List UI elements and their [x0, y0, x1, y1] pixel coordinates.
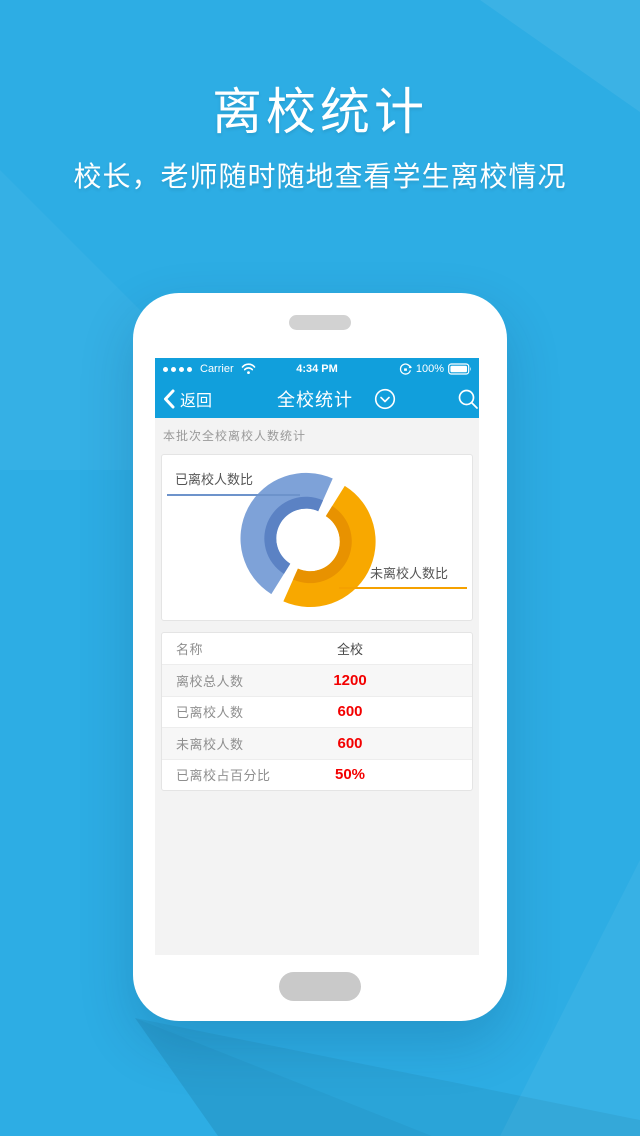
table-row: 名称 全校: [162, 633, 472, 664]
signal-dot: [171, 366, 176, 372]
table-row: 未离校人数 600: [162, 727, 472, 759]
nav-title: 全校统计: [277, 390, 353, 410]
stats-table: 名称 全校 离校总人数 1200 已离校人数 600 未离校人数 600: [161, 632, 473, 791]
row-value: 全校: [336, 642, 363, 658]
clock: 4:34 PM: [296, 363, 338, 375]
row-label: 已离校占百分比: [176, 768, 271, 784]
chevron-left-icon: [164, 389, 175, 409]
battery-icon: [448, 363, 471, 375]
search-icon[interactable]: [457, 388, 479, 410]
table-row: 已离校占百分比 50%: [162, 758, 472, 790]
signal-dot: [163, 366, 168, 372]
row-value: 1200: [333, 672, 367, 690]
section-title: 本批次全校离校人数统计: [163, 429, 307, 443]
table-row: 离校总人数 1200: [162, 664, 472, 696]
phone-speaker: [289, 315, 351, 330]
signal-group: Carrier: [163, 358, 256, 380]
carrier-label: Carrier: [200, 363, 234, 375]
phone-screen: Carrier 4:34 PM 100%: [155, 358, 479, 955]
chart-label-right: 未离校人数比: [370, 566, 449, 581]
row-label: 离校总人数: [176, 674, 244, 690]
chart-card: 已离校人数比 未离校人数比: [161, 454, 473, 621]
screen-content: 本批次全校离校人数统计 已离校人数比 未离校人数比 名称 全校 离校总人数: [155, 418, 479, 955]
nav-bar: 返回 全校统计: [155, 380, 479, 418]
home-button[interactable]: [279, 972, 361, 1001]
row-value: 600: [337, 734, 363, 752]
row-value: 50%: [334, 766, 366, 784]
orientation-lock-icon: [399, 362, 412, 375]
dropdown-circle-icon[interactable]: [374, 388, 396, 410]
table-row: 已离校人数 600: [162, 695, 472, 727]
back-label: 返回: [180, 393, 213, 410]
chart-callout-line-right: [339, 587, 467, 589]
row-label: 已离校人数: [176, 705, 244, 721]
battery-group: 100%: [399, 358, 472, 380]
donut-chart: [240, 472, 376, 608]
chart-callout-line-left: [167, 494, 300, 496]
page-title: 离校统计: [212, 84, 428, 140]
phone-mockup: Carrier 4:34 PM 100%: [133, 293, 507, 1021]
status-bar: Carrier 4:34 PM 100%: [155, 358, 479, 380]
battery-percent: 100%: [415, 363, 444, 375]
row-label: 名称: [176, 642, 204, 658]
chart-label-left: 已离校人数比: [175, 472, 254, 487]
signal-dot: [187, 366, 192, 372]
wifi-icon: [241, 363, 255, 374]
row-label: 未离校人数: [176, 736, 244, 752]
back-button[interactable]: 返回: [163, 380, 212, 418]
signal-dot: [179, 366, 184, 372]
page-subtitle: 校长，老师随时随地查看学生离校情况: [73, 161, 567, 192]
row-value: 600: [337, 703, 363, 721]
